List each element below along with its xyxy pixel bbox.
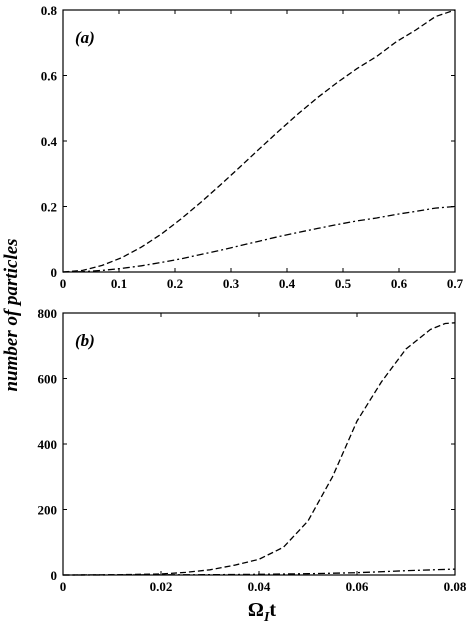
panel-b: 0 0.02 0.04 0.06 0.08 0 200 400 600 800 (b) (38, 306, 467, 594)
x-axis-label: ΩIt (248, 599, 276, 625)
y-tick-label: 0.4 (41, 134, 58, 149)
x-tick-label: 0.08 (444, 579, 467, 594)
y-axis-label: number of particles (1, 238, 22, 391)
x-tick-label: 0 (60, 579, 67, 594)
y-tick-label: 600 (38, 372, 58, 387)
y-tick-label: 400 (38, 437, 58, 452)
series-line-dashdot (62, 568, 456, 576)
x-tick-label: 0.02 (150, 579, 173, 594)
y-tick-label: 200 (38, 503, 58, 518)
x-tick-label: 0 (60, 276, 67, 291)
y-tick-label: 0.6 (41, 69, 58, 84)
series-line-dashed (62, 322, 456, 576)
x-tick-label: 0.1 (111, 276, 127, 291)
x-tick-label: 0.5 (335, 276, 352, 291)
x-tick-label: 0.4 (279, 276, 296, 291)
x-axis-label-main: Ω (248, 599, 264, 621)
y-tick-label: 0.2 (41, 200, 57, 215)
y-tick-label: 0 (51, 568, 58, 583)
x-tick-label: 0.2 (167, 276, 183, 291)
x-tick-label: 0.7 (447, 276, 464, 291)
panel-a: 0 0.1 0.2 0.3 0.4 0.5 0.6 0.7 0 0.2 0.4 0.6 0.8 (a) (41, 3, 464, 291)
plot-frame (62, 312, 456, 576)
series-line-dashed (62, 9, 456, 273)
panel-label: (a) (75, 28, 95, 47)
plot-frame (62, 9, 456, 273)
panel-label: (b) (75, 331, 95, 350)
x-tick-label: 0.6 (391, 276, 408, 291)
x-axis-label-sub: I (263, 610, 270, 625)
x-tick-label: 0.3 (223, 276, 240, 291)
y-tick-label: 0.8 (41, 3, 58, 18)
y-tick-label: 0 (51, 265, 58, 280)
y-tick-label: 800 (38, 306, 58, 321)
x-tick-label: 0.04 (248, 579, 271, 594)
series-line-dashdot (62, 205, 456, 273)
x-axis-label-tail: t (269, 599, 276, 621)
x-tick-label: 0.06 (346, 579, 369, 594)
